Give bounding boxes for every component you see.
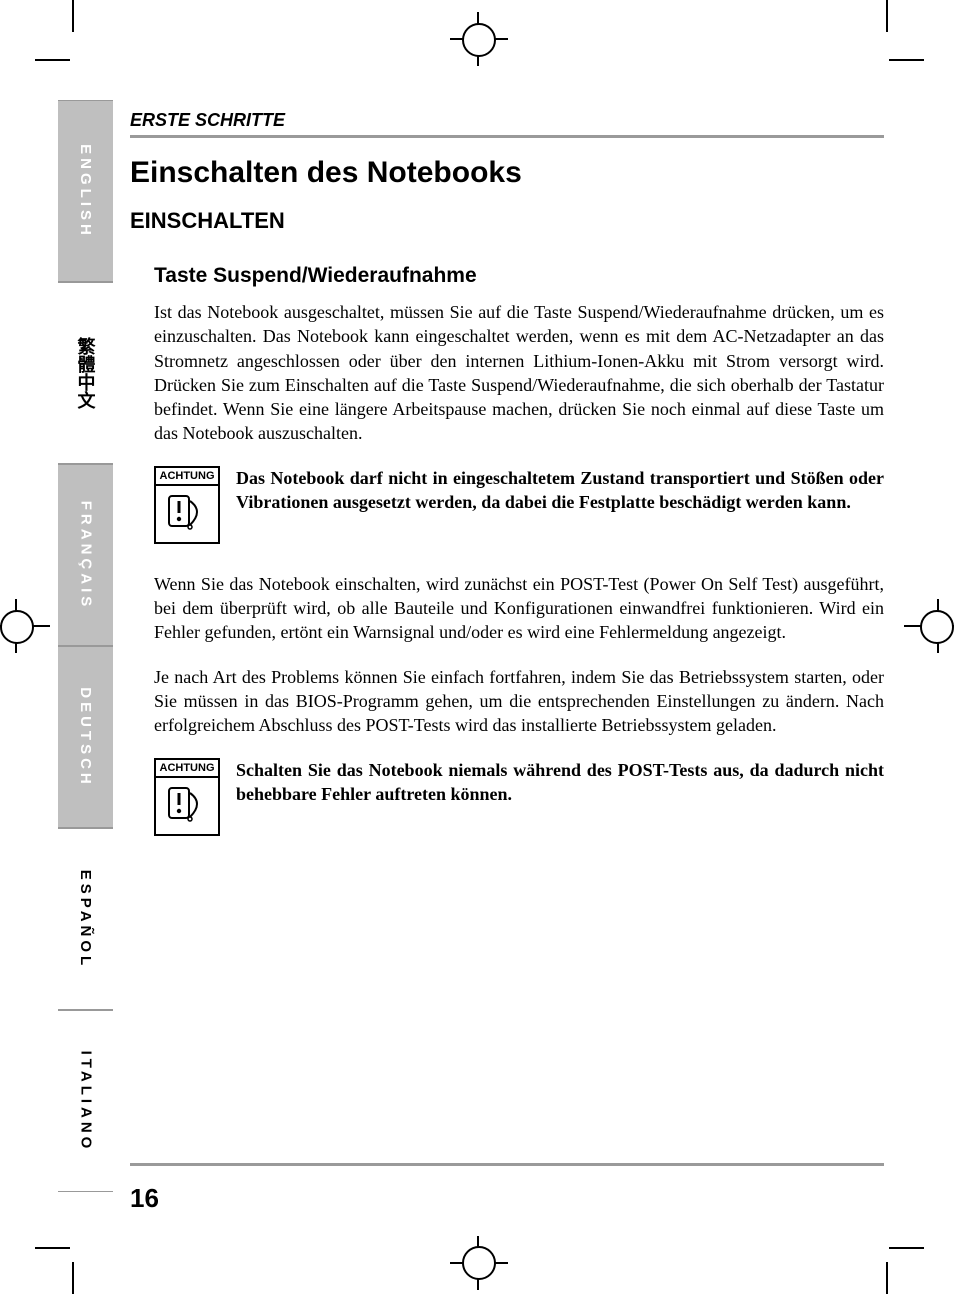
lang-label: ESPAÑOL bbox=[77, 869, 94, 968]
crop-mark bbox=[886, 0, 888, 32]
body-paragraph: Ist das Notebook ausgeschaltet, müssen S… bbox=[154, 300, 884, 446]
page-title: Einschalten des Notebooks bbox=[130, 156, 884, 190]
crop-mark bbox=[35, 59, 70, 61]
lang-tab-espanol[interactable]: ESPAÑOL bbox=[58, 828, 113, 1010]
lang-tab-francais[interactable]: FRANÇAIS bbox=[58, 464, 113, 646]
crop-mark bbox=[889, 59, 924, 61]
page-content: ERSTE SCHRITTE Einschalten des Notebooks… bbox=[130, 110, 884, 1214]
heading-2: EINSCHALTEN bbox=[130, 208, 884, 234]
warning-label: ACHTUNG bbox=[156, 468, 218, 486]
lang-label: FRANÇAIS bbox=[77, 500, 94, 610]
warning-box: ACHTUNG Das Notebook darf nicht in einge… bbox=[154, 466, 884, 544]
lang-tab-english[interactable]: ENGLISH bbox=[58, 100, 113, 282]
warning-text: Schalten Sie das Notebook niemals währen… bbox=[236, 758, 884, 807]
body-paragraph: Je nach Art des Problems können Sie einf… bbox=[154, 665, 884, 738]
warning-icon bbox=[156, 486, 218, 542]
warning-icon bbox=[156, 778, 218, 834]
crop-mark bbox=[886, 1262, 888, 1294]
registration-mark-icon bbox=[462, 23, 496, 57]
warning-text: Das Notebook darf nicht in eingeschaltet… bbox=[236, 466, 884, 515]
lang-label: ITALIANO bbox=[77, 1050, 94, 1152]
registration-mark-icon bbox=[462, 1246, 496, 1280]
divider bbox=[130, 135, 884, 138]
registration-mark-icon bbox=[920, 610, 954, 644]
warning-box: ACHTUNG Schalten Sie das Notebook niemal… bbox=[154, 758, 884, 836]
warning-icon-box: ACHTUNG bbox=[154, 758, 220, 836]
lang-tab-chinese[interactable]: 繁體中文 bbox=[58, 282, 113, 464]
crop-mark bbox=[35, 1247, 70, 1249]
registration-mark-icon bbox=[0, 610, 34, 644]
lang-tab-italiano[interactable]: ITALIANO bbox=[58, 1010, 113, 1192]
page-number: 16 bbox=[130, 1183, 159, 1214]
divider bbox=[130, 1163, 884, 1166]
lang-label: 繁體中文 bbox=[73, 337, 99, 409]
crop-mark bbox=[889, 1247, 924, 1249]
warning-label: ACHTUNG bbox=[156, 760, 218, 778]
lang-label: ENGLISH bbox=[77, 144, 94, 239]
running-head: ERSTE SCHRITTE bbox=[130, 110, 884, 131]
language-sidebar: ENGLISH 繁體中文 FRANÇAIS DEUTSCH ESPAÑOL IT… bbox=[58, 100, 113, 1192]
body-paragraph: Wenn Sie das Notebook einschalten, wird … bbox=[154, 572, 884, 645]
lang-label: DEUTSCH bbox=[77, 687, 94, 788]
lang-tab-deutsch[interactable]: DEUTSCH bbox=[58, 646, 113, 828]
crop-mark bbox=[72, 1262, 74, 1294]
heading-3: Taste Suspend/Wiederaufnahme bbox=[154, 264, 884, 288]
warning-icon-box: ACHTUNG bbox=[154, 466, 220, 544]
crop-mark bbox=[72, 0, 74, 32]
